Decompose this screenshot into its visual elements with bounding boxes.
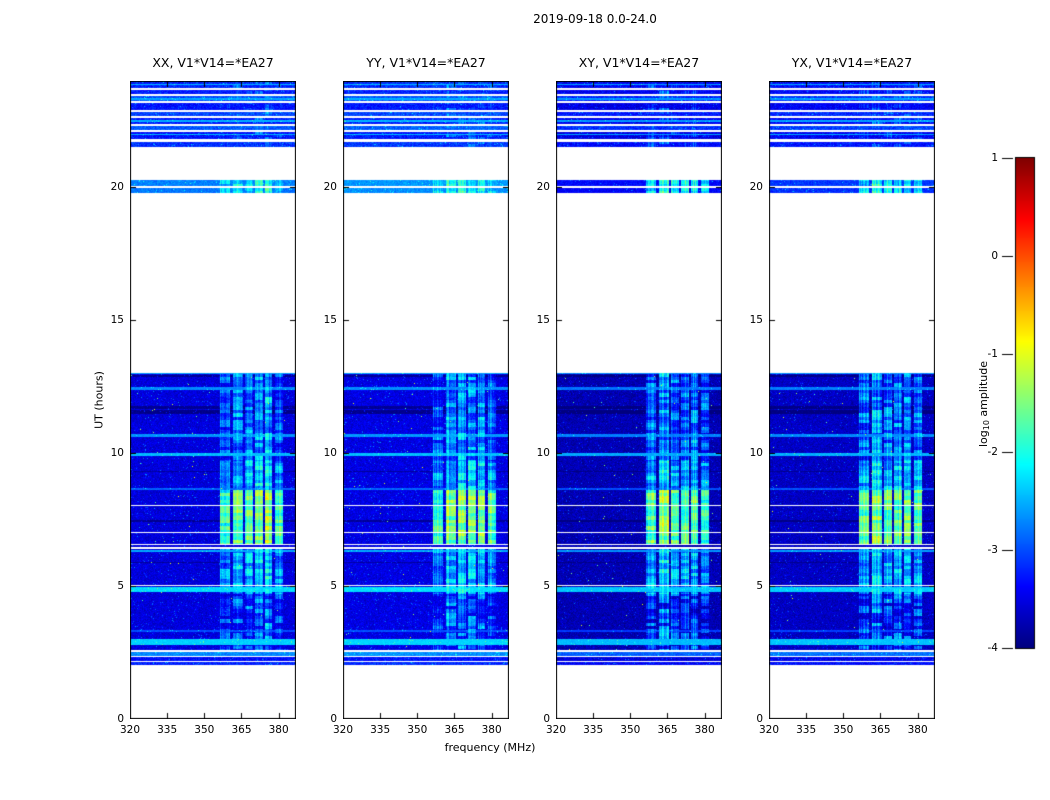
y-tick-label: 5 bbox=[756, 580, 763, 593]
x-tick-label: 365 bbox=[657, 724, 678, 736]
spectrogram-canvas-xx bbox=[130, 81, 296, 719]
y-tick-label: 20 bbox=[749, 181, 763, 194]
x-tick-label: 335 bbox=[583, 724, 604, 736]
colorbar-label-sub: 10 bbox=[982, 420, 991, 431]
y-tick-label: 0 bbox=[543, 713, 550, 725]
y-tick-label: 10 bbox=[536, 447, 550, 460]
spectrogram-canvas-yy bbox=[343, 81, 509, 719]
y-tick-label: 15 bbox=[110, 314, 124, 327]
colorbar-label-prefix: log bbox=[977, 430, 990, 448]
x-tick-label: 335 bbox=[796, 724, 817, 736]
y-tick-label: 5 bbox=[117, 580, 124, 593]
colorbar-tick-label: 1 bbox=[991, 152, 998, 164]
x-tick-label: 335 bbox=[370, 724, 391, 736]
y-tick-label: 5 bbox=[543, 580, 550, 593]
colorbar-tick-label: -4 bbox=[987, 642, 998, 654]
x-tick-label: 365 bbox=[231, 724, 252, 736]
colorbar-tick-label: -1 bbox=[987, 348, 998, 360]
x-tick-label: 380 bbox=[694, 724, 715, 736]
colorbar-tick-label: 0 bbox=[991, 250, 998, 262]
y-tick-label: 10 bbox=[749, 447, 763, 460]
colorbar-tick-label: -3 bbox=[987, 544, 998, 556]
x-tick-label: 320 bbox=[332, 724, 354, 736]
x-tick-label: 320 bbox=[545, 724, 567, 736]
colorbar-label-suffix: amplitude bbox=[977, 360, 990, 421]
x-tick-label: 380 bbox=[481, 724, 502, 736]
y-tick-label: 5 bbox=[330, 580, 337, 593]
panel-title-yx: YX, V1*V14=*EA27 bbox=[791, 55, 913, 70]
x-tick-label: 350 bbox=[620, 724, 641, 736]
panel-title-yy: YY, V1*V14=*EA27 bbox=[366, 55, 486, 70]
spectrogram-canvas-xy bbox=[556, 81, 722, 719]
x-axis-label: frequency (MHz) bbox=[444, 741, 536, 754]
x-tick-label: 365 bbox=[444, 724, 465, 736]
x-tick-label: 320 bbox=[758, 724, 780, 736]
y-tick-label: 10 bbox=[323, 447, 337, 460]
colorbar-tick-label: -2 bbox=[987, 446, 998, 458]
y-tick-label: 0 bbox=[117, 713, 124, 725]
x-tick-label: 365 bbox=[870, 724, 891, 736]
figure-title: 2019-09-18 0.0-24.0 bbox=[533, 12, 657, 26]
x-tick-label: 350 bbox=[194, 724, 215, 736]
panel-title-xx: XX, V1*V14=*EA27 bbox=[152, 55, 274, 70]
x-tick-label: 350 bbox=[407, 724, 428, 736]
y-tick-label: 20 bbox=[110, 181, 124, 194]
x-tick-label: 320 bbox=[119, 724, 141, 736]
y-tick-label: 15 bbox=[536, 314, 550, 327]
x-tick-label: 380 bbox=[268, 724, 289, 736]
y-axis-label: UT (hours) bbox=[92, 371, 106, 429]
y-tick-label: 20 bbox=[536, 181, 550, 194]
x-tick-label: 350 bbox=[833, 724, 854, 736]
x-tick-label: 335 bbox=[157, 724, 178, 736]
colorbar bbox=[1000, 155, 1036, 651]
y-tick-label: 0 bbox=[330, 713, 337, 725]
y-tick-label: 10 bbox=[110, 447, 124, 460]
x-tick-label: 380 bbox=[907, 724, 928, 736]
y-tick-label: 15 bbox=[749, 314, 763, 327]
y-tick-label: 20 bbox=[323, 181, 337, 194]
panel-title-xy: XY, V1*V14=*EA27 bbox=[578, 55, 700, 70]
colorbar-axis-label: log10 amplitude bbox=[977, 361, 991, 447]
y-tick-label: 0 bbox=[756, 713, 763, 725]
y-tick-label: 15 bbox=[323, 314, 337, 327]
spectrogram-canvas-yx bbox=[769, 81, 935, 719]
